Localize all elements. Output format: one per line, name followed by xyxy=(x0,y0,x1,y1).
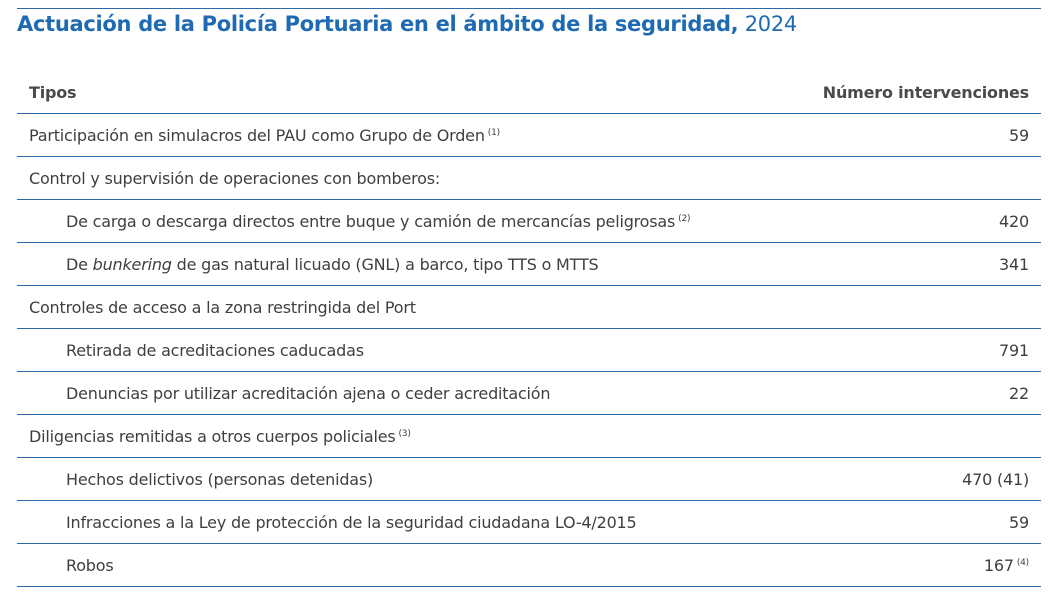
footnote-ref: (4) xyxy=(1016,557,1029,568)
title-text: Actuación de la Policía Portuaria en el … xyxy=(17,12,739,36)
row-label: Robos xyxy=(17,543,784,587)
row-label-text: de gas natural licuado (GNL) a barco, ti… xyxy=(171,254,599,274)
row-label: De bunkering de gas natural licuado (GNL… xyxy=(17,242,784,286)
table-row: Denuncias por utilizar acreditación ajen… xyxy=(17,371,1041,415)
table-row: Retirada de acreditaciones caducadas 791 xyxy=(17,328,1041,372)
table-row: Infracciones a la Ley de protección de l… xyxy=(17,500,1041,544)
row-label: Hechos delictivos (personas detenidas) xyxy=(17,457,784,501)
row-label: Control y supervisión de operaciones con… xyxy=(17,156,784,200)
column-header-tipos: Tipos xyxy=(17,71,784,114)
table-row: Participación en simulacros del PAU como… xyxy=(17,113,1041,157)
row-label: Denuncias por utilizar acreditación ajen… xyxy=(17,371,784,415)
row-label: Controles de acceso a la zona restringid… xyxy=(17,285,784,329)
row-label: Retirada de acreditaciones caducadas xyxy=(17,328,784,372)
row-value: 791 xyxy=(783,328,1041,372)
interventions-table: Tipos Número intervenciones Participació… xyxy=(17,71,1041,587)
row-label-text: De xyxy=(66,254,93,274)
row-value: 59 xyxy=(783,500,1041,544)
column-header-numero: Número intervenciones xyxy=(783,71,1041,114)
row-value xyxy=(783,285,1041,329)
row-value: 470 (41) xyxy=(783,457,1041,501)
row-value: 167 (4) xyxy=(783,543,1041,587)
table-header-row: Tipos Número intervenciones xyxy=(17,71,1041,114)
page-title: Actuación de la Policía Portuaria en el … xyxy=(17,12,797,36)
row-value xyxy=(783,156,1041,200)
row-label-italic: bunkering xyxy=(92,254,172,274)
table-row-group: Diligencias remitidas a otros cuerpos po… xyxy=(17,414,1041,458)
row-label: Participación en simulacros del PAU como… xyxy=(17,113,784,157)
row-label: Infracciones a la Ley de protección de l… xyxy=(17,500,784,544)
footnote-ref: (1) xyxy=(487,127,500,138)
top-rule xyxy=(17,8,1041,9)
row-value: 341 xyxy=(783,242,1041,286)
footnote-ref: (3) xyxy=(398,428,411,439)
title-year: 2024 xyxy=(738,12,798,36)
row-value: 420 xyxy=(783,199,1041,243)
row-value: 59 xyxy=(783,113,1041,157)
table-row-group: Control y supervisión de operaciones con… xyxy=(17,156,1041,200)
table-row-group: Controles de acceso a la zona restringid… xyxy=(17,285,1041,329)
row-label-text: Participación en simulacros del PAU como… xyxy=(29,125,485,145)
table-row: Hechos delictivos (personas detenidas) 4… xyxy=(17,457,1041,501)
table-row: De carga o descarga directos entre buque… xyxy=(17,199,1041,243)
row-label: Diligencias remitidas a otros cuerpos po… xyxy=(17,414,784,458)
row-value-text: 167 xyxy=(983,555,1014,575)
row-label-text: Diligencias remitidas a otros cuerpos po… xyxy=(29,426,396,446)
row-value xyxy=(783,414,1041,458)
row-value: 22 xyxy=(783,371,1041,415)
row-label: De carga o descarga directos entre buque… xyxy=(17,199,784,243)
table-row: De bunkering de gas natural licuado (GNL… xyxy=(17,242,1041,286)
table-row: Robos 167 (4) xyxy=(17,543,1041,587)
footnote-ref: (2) xyxy=(678,213,691,224)
row-label-text: De carga o descarga directos entre buque… xyxy=(66,211,676,231)
